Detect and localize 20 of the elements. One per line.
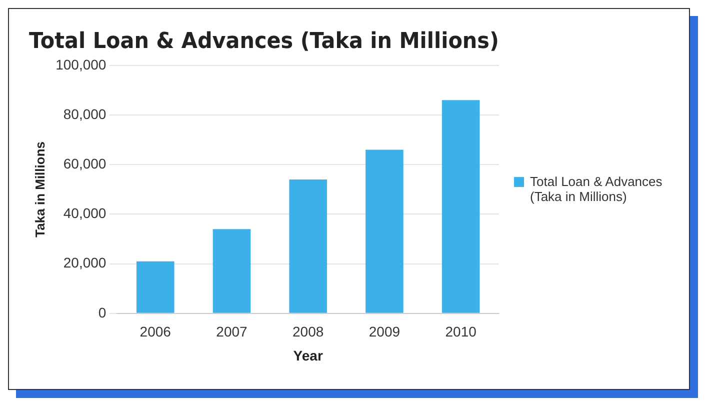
- y-tick-label: 60,000: [63, 155, 106, 172]
- y-tick-label: 20,000: [63, 254, 106, 271]
- bar: [366, 150, 404, 313]
- y-tick-label: 80,000: [63, 106, 106, 122]
- x-tick-label: 2006: [140, 324, 172, 340]
- legend-label: Total Loan & Advances (Taka in Millions): [530, 174, 664, 204]
- y-axis-title: Taka in Millions: [32, 141, 48, 238]
- y-tick-label: 40,000: [63, 205, 106, 222]
- x-tick-label: 2007: [216, 324, 248, 340]
- x-tick-label: 2009: [368, 324, 400, 340]
- bar: [136, 261, 174, 313]
- chart-title: Total Loan & Advances (Taka in Millions): [29, 28, 499, 54]
- y-tick-label: 0: [98, 304, 106, 320]
- x-tick-label: 2010: [445, 324, 477, 340]
- x-axis-title: Year: [293, 347, 324, 364]
- x-tick-label: 2008: [292, 324, 324, 340]
- bar: [289, 179, 327, 313]
- bar: [212, 229, 251, 313]
- bar: [442, 100, 480, 313]
- y-tick-label: 100,000: [56, 56, 106, 72]
